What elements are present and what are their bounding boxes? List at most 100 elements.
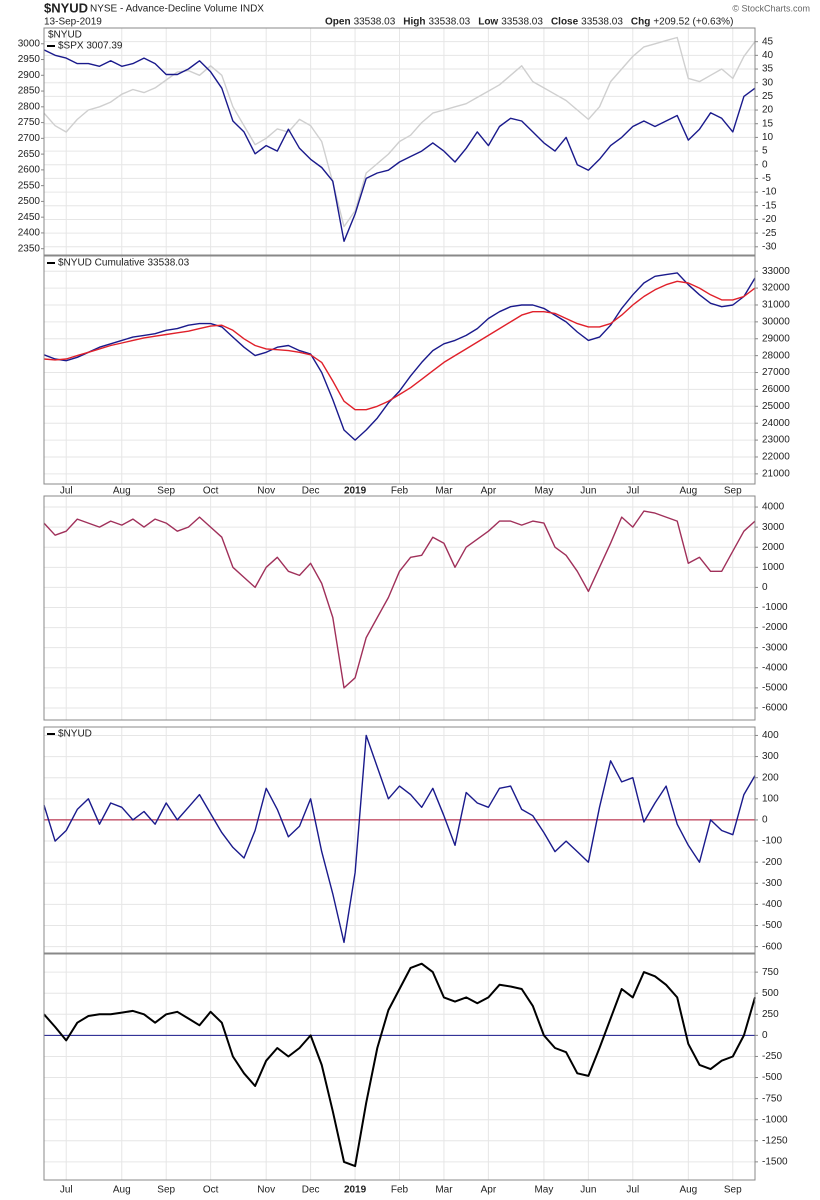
x-tick-label: Aug <box>113 486 131 497</box>
y-tick-label: -200 <box>762 857 782 868</box>
y-tick-label: 3000 <box>762 522 785 533</box>
y-tick-label: 23000 <box>762 435 790 446</box>
quote-value: 33538.03 <box>354 17 396 28</box>
quote-label: Chg <box>631 17 650 28</box>
x-tick-label: Sep <box>157 1185 175 1196</box>
x-tick-label: Aug <box>679 486 697 497</box>
x-tick-label: Sep <box>724 486 742 497</box>
y-tick-label: 21000 <box>762 469 790 480</box>
x-tick-label: Sep <box>157 486 175 497</box>
x-tick-label: Feb <box>391 1185 409 1196</box>
y-tick-label: -500 <box>762 1072 782 1083</box>
y-tick-label: 200 <box>762 772 779 783</box>
x-tick-label: Aug <box>679 1185 697 1196</box>
y-tick-label: -1000 <box>762 1114 788 1125</box>
y-tick-label: 4000 <box>762 502 785 513</box>
x-tick-label: Apr <box>481 486 497 497</box>
quote-value: 33538.03 <box>429 17 471 28</box>
y2-tick-label: 3000 <box>18 38 41 49</box>
quote: Open 33538.03 High 33538.03 Low 33538.03 Close… <box>325 17 733 28</box>
x-tick-label: Oct <box>203 1185 219 1196</box>
quote-value: 33538.03 <box>581 17 623 28</box>
y-tick-label: 300 <box>762 751 779 762</box>
quote-label: High <box>403 17 425 28</box>
series-line <box>43 734 756 944</box>
x-tick-label: Feb <box>391 486 409 497</box>
y-tick-label: -5000 <box>762 682 788 693</box>
y2-tick-label: 2450 <box>18 212 41 223</box>
quote-value: +209.52 (+0.63%) <box>653 17 733 28</box>
y-tick-label: -100 <box>762 836 782 847</box>
y-tick-label: 750 <box>762 967 779 978</box>
y-tick-label: 33000 <box>762 266 790 277</box>
y2-tick-label: 2850 <box>18 86 41 97</box>
panel-frame <box>43 255 756 485</box>
y-tick-label: 1000 <box>762 562 785 573</box>
x-tick-label: Apr <box>481 1185 497 1196</box>
panel-frame <box>43 495 756 721</box>
y-tick-label: -4000 <box>762 662 788 673</box>
copyright: © StockCharts.com <box>732 3 810 13</box>
y-tick-label: -10 <box>762 187 777 198</box>
y-tick-label: -30 <box>762 241 777 252</box>
series-line <box>43 280 756 411</box>
quote-label: Open <box>325 17 351 28</box>
x-tick-label: Jun <box>580 1185 596 1196</box>
y-tick-label: 20 <box>762 105 774 116</box>
quote-label: Low <box>478 17 498 28</box>
series-line <box>43 510 756 689</box>
y-tick-label: 40 <box>762 50 774 61</box>
panel-frame <box>43 953 756 1181</box>
y2-tick-label: 2750 <box>18 117 41 128</box>
y2-tick-label: 2800 <box>18 101 41 112</box>
y-tick-label: 5 <box>762 146 768 157</box>
y-tick-label: -750 <box>762 1093 782 1104</box>
series-line <box>43 962 756 1168</box>
y-tick-label: 30000 <box>762 317 790 328</box>
y-tick-label: 2000 <box>762 542 785 553</box>
quote-value: 33538.03 <box>501 17 543 28</box>
y-tick-label: 28000 <box>762 350 790 361</box>
symbol: $NYUD <box>44 0 88 15</box>
x-tick-label: Nov <box>257 1185 275 1196</box>
y2-tick-label: 2550 <box>18 180 41 191</box>
y-tick-label: 15 <box>762 118 774 129</box>
y-tick-label: 25000 <box>762 401 790 412</box>
y-tick-label: 25 <box>762 91 774 102</box>
y2-tick-label: 2400 <box>18 228 41 239</box>
x-tick-label: Jul <box>60 486 73 497</box>
y-tick-label: 0 <box>762 582 768 593</box>
y-tick-label: 0 <box>762 1030 768 1041</box>
date: 13-Sep-2019 <box>44 17 102 28</box>
y-tick-label: -6000 <box>762 703 788 714</box>
y-tick-label: 31000 <box>762 300 790 311</box>
y-tick-label: -300 <box>762 878 782 889</box>
y-tick-label: -2000 <box>762 622 788 633</box>
y-tick-label: 250 <box>762 1009 779 1020</box>
y-tick-label: -3000 <box>762 642 788 653</box>
y-tick-label: 35 <box>762 64 774 75</box>
y-tick-label: 26000 <box>762 384 790 395</box>
y-tick-label: -20 <box>762 214 777 225</box>
y-tick-label: -1000 <box>762 602 788 613</box>
y2-tick-label: 2650 <box>18 149 41 160</box>
y2-tick-label: 2950 <box>18 54 41 65</box>
x-tick-label: Dec <box>302 1185 320 1196</box>
y-tick-label: 30 <box>762 77 774 88</box>
legend-label: $NYUD <box>48 30 82 41</box>
y-tick-label: -15 <box>762 200 777 211</box>
y2-tick-label: 2600 <box>18 165 41 176</box>
y2-tick-label: 2500 <box>18 196 41 207</box>
y-tick-label: 0 <box>762 159 768 170</box>
x-tick-label: May <box>534 486 553 497</box>
y-tick-label: -25 <box>762 228 777 239</box>
y2-tick-label: 2700 <box>18 133 41 144</box>
y2-tick-label: 2350 <box>18 243 41 254</box>
x-tick-label: Jul <box>60 1185 73 1196</box>
legend-label: $SPX 3007.39 <box>58 41 123 52</box>
x-tick-label: Jul <box>626 1185 639 1196</box>
description: NYSE - Advance-Decline Volume INDX <box>90 4 264 15</box>
x-tick-label: Mar <box>435 486 453 497</box>
x-tick-label: Jul <box>626 486 639 497</box>
x-tick-label: Dec <box>302 486 320 497</box>
